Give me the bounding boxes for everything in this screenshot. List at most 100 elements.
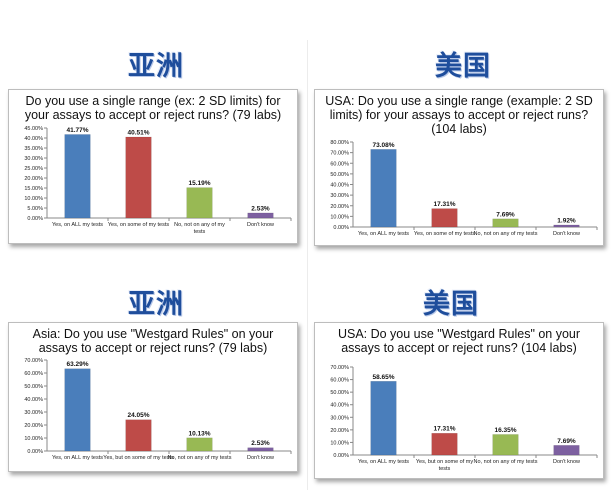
bar-chart: 0.00% 10.00% 20.00% 30.00% 40.00% 50.00% 60.00… xyxy=(330,365,598,472)
y-tick-label: 30.00% xyxy=(330,193,349,199)
category-label: Yes, on ALL my tests xyxy=(52,222,103,228)
y-tick-label: 70.00% xyxy=(330,365,349,371)
y-tick-label: 70.00% xyxy=(330,151,349,157)
y-tick-label: 40.00% xyxy=(330,183,349,189)
category-label: No, not on any of my tests xyxy=(174,222,225,235)
category-label: Yes, on some of my tests xyxy=(108,222,169,228)
y-tick-label: 50.00% xyxy=(330,172,349,178)
y-tick-label: 20.00% xyxy=(330,428,349,434)
y-tick-label: 40.00% xyxy=(24,136,43,142)
bar xyxy=(64,368,91,452)
data-label: 24.05% xyxy=(127,412,149,419)
data-label: 16.35% xyxy=(494,427,516,434)
data-label: 58.65% xyxy=(372,374,394,381)
y-tick-label: 10.00% xyxy=(24,436,43,442)
y-tick-label: 10.00% xyxy=(330,440,349,446)
category-label: Don't know xyxy=(247,222,274,228)
y-tick-label: 30.00% xyxy=(24,410,43,416)
bar xyxy=(370,149,397,228)
region-heading-asia-1: 亚洲 xyxy=(128,51,184,82)
bar xyxy=(125,419,152,452)
data-label: 17.31% xyxy=(433,201,455,208)
y-tick-label: 5.00% xyxy=(27,206,43,212)
data-label: 63.29% xyxy=(66,361,88,368)
bar xyxy=(492,218,519,228)
bar xyxy=(553,445,580,456)
category-label: Yes, on some of my tests xyxy=(414,231,475,237)
y-tick-label: 0.00% xyxy=(27,449,43,455)
bar xyxy=(370,381,397,456)
y-tick-label: 70.00% xyxy=(24,358,43,364)
category-label: No, not on any of my tests xyxy=(168,455,232,461)
bar xyxy=(247,212,274,219)
bar xyxy=(186,437,213,452)
data-label: 40.51% xyxy=(127,129,149,136)
bar-chart: 0.00% 10.00% 20.00% 30.00% 40.00% 50.00% 60.00… xyxy=(24,358,292,461)
y-tick-label: 0.00% xyxy=(333,225,349,231)
category-label: Yes, on ALL my tests xyxy=(52,455,103,461)
data-label: 7.69% xyxy=(496,211,515,218)
chart-panel-asia-single-range: Do you use a single range (ex: 2 SD limi… xyxy=(8,89,298,244)
data-label: 2.53% xyxy=(251,205,270,212)
y-tick-label: 35.00% xyxy=(24,146,43,152)
y-tick-label: 10.00% xyxy=(330,214,349,220)
bar-chart: 0.00% 10.00% 20.00% 30.00% 40.00% 50.00% 60.00… xyxy=(330,140,598,237)
bar xyxy=(431,208,458,228)
category-label: No, not on any of my tests xyxy=(474,459,538,465)
y-tick-label: 40.00% xyxy=(330,403,349,409)
y-tick-label: 0.00% xyxy=(333,453,349,459)
chart-panel-asia-westgard: Asia: Do you use "Westgard Rules" on you… xyxy=(8,322,298,472)
y-tick-label: 45.00% xyxy=(24,126,43,132)
y-tick-label: 20.00% xyxy=(24,423,43,429)
y-tick-label: 15.00% xyxy=(24,186,43,192)
data-label: 73.08% xyxy=(372,142,394,149)
bar xyxy=(247,447,274,452)
y-tick-label: 25.00% xyxy=(24,166,43,172)
bar-chart: 0.00% 5.00% 10.00% 15.00% 20.00% 25.00% 30.00%… xyxy=(24,126,292,235)
data-label: 7.69% xyxy=(557,438,576,445)
y-tick-label: 20.00% xyxy=(330,204,349,210)
y-tick-label: 40.00% xyxy=(24,397,43,403)
category-label: Don't know xyxy=(247,455,274,461)
y-tick-label: 30.00% xyxy=(24,156,43,162)
region-heading-asia-2: 亚洲 xyxy=(128,289,184,320)
category-label: Yes, on ALL my tests xyxy=(358,459,409,465)
chart-title: Do you use a single range (ex: 2 SD limi… xyxy=(24,94,282,122)
y-tick-label: 50.00% xyxy=(330,390,349,396)
category-label: Yes, on ALL my tests xyxy=(358,231,409,237)
region-heading-usa-1: 美国 xyxy=(435,51,491,82)
category-label: Yes, but on some of my tests xyxy=(416,459,474,472)
data-label: 1.92% xyxy=(557,217,576,224)
column-divider xyxy=(307,40,308,490)
chart-panel-usa-single-range: USA: Do you use a single range (example:… xyxy=(314,89,604,246)
category-label: No, not on any of my tests xyxy=(474,231,538,237)
bar xyxy=(186,187,213,219)
y-tick-label: 20.00% xyxy=(24,176,43,182)
bar xyxy=(492,434,519,456)
data-label: 41.77% xyxy=(66,127,88,134)
category-label: Yes, but on some of my tests xyxy=(103,455,174,461)
y-tick-label: 50.00% xyxy=(24,384,43,390)
chart-panel-usa-westgard: USA: Do you use "Westgard Rules" on your… xyxy=(314,322,604,479)
chart-title: Asia: Do you use "Westgard Rules" on you… xyxy=(32,327,274,355)
bar xyxy=(431,432,458,456)
category-label: Don't know xyxy=(553,231,580,237)
bar xyxy=(125,136,152,219)
y-tick-label: 60.00% xyxy=(24,371,43,377)
y-tick-label: 0.00% xyxy=(27,216,43,222)
data-label: 15.19% xyxy=(188,180,210,187)
y-tick-label: 30.00% xyxy=(330,415,349,421)
category-label: Don't know xyxy=(553,459,580,465)
data-label: 2.53% xyxy=(251,440,270,447)
bar xyxy=(553,224,580,228)
data-label: 10.13% xyxy=(188,430,210,437)
chart-title: USA: Do you use a single range (example:… xyxy=(325,94,593,136)
chart-title: USA: Do you use "Westgard Rules" on your… xyxy=(337,327,581,355)
y-tick-label: 10.00% xyxy=(24,196,43,202)
y-tick-label: 60.00% xyxy=(330,161,349,167)
data-label: 17.31% xyxy=(433,426,455,433)
region-heading-usa-2: 美国 xyxy=(423,289,479,320)
y-tick-label: 80.00% xyxy=(330,140,349,146)
y-tick-label: 60.00% xyxy=(330,378,349,384)
bar xyxy=(64,134,91,219)
